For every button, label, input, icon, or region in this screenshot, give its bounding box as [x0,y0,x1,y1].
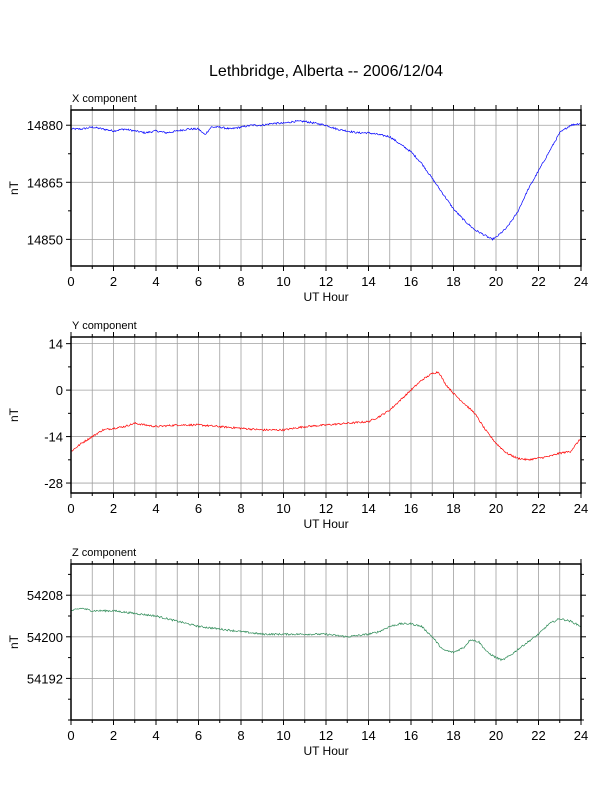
y-tick-label: 14865 [27,175,63,190]
y-tick-label: -28 [44,476,63,491]
plot-frame [70,109,582,267]
x-tick-label: 0 [67,501,74,516]
x-tick-label: 6 [195,728,202,743]
figure-title: Lethbridge, Alberta -- 2006/12/04 [209,63,443,80]
x-tick-label: 8 [237,274,244,289]
x-tick-label: 14 [361,501,375,516]
x-tick-label: 24 [574,274,588,289]
x-tick-label: 22 [531,274,545,289]
x-axis-label: UT Hour [303,744,348,758]
x-tick-label: 8 [237,501,244,516]
x-tick-label: 16 [404,274,418,289]
x-tick-label: 4 [152,501,159,516]
x-tick-label: 10 [276,274,290,289]
x-tick-label: 14 [361,728,375,743]
x-tick-label: 4 [152,274,159,289]
x-tick-label: 22 [531,501,545,516]
y-tick-label: 54200 [27,630,63,645]
x-tick-label: 16 [404,728,418,743]
x-tick-label: 18 [446,274,460,289]
y-axis-label: nT [7,180,21,195]
x-tick-label: 24 [574,501,588,516]
panel-title: Y component [72,320,137,332]
y-tick-label: 54192 [27,671,63,686]
y-tick-label: 14880 [27,118,63,133]
x-tick-label: 6 [195,501,202,516]
x-tick-label: 18 [446,501,460,516]
x-tick-label: 12 [319,501,333,516]
x-tick-label: 12 [319,274,333,289]
x-tick-label: 2 [110,274,117,289]
y-tick-label: 0 [56,383,63,398]
x-axis-label: UT Hour [303,517,348,531]
y-tick-label: 14850 [27,232,63,247]
x-tick-label: 2 [110,728,117,743]
x-tick-label: 8 [237,728,244,743]
x-tick-label: 20 [489,501,503,516]
x-axis-label: UT Hour [303,290,348,304]
y-tick-label: 14 [49,337,63,352]
x-tick-label: 0 [67,274,74,289]
x-tick-label: 2 [110,501,117,516]
y-axis-label: nT [7,407,21,422]
x-tick-label: 6 [195,274,202,289]
x-tick-label: 12 [319,728,333,743]
x-tick-label: 20 [489,274,503,289]
y-tick-label: -14 [44,430,63,445]
y-axis-label: nT [7,634,21,649]
x-tick-label: 20 [489,728,503,743]
series-line [70,607,582,662]
y-tick-label: 54208 [27,588,63,603]
panel-title: Z component [72,547,136,559]
series-line [70,120,582,241]
x-tick-label: 14 [361,274,375,289]
plot-frame [70,563,582,721]
x-tick-label: 0 [67,728,74,743]
x-tick-label: 22 [531,728,545,743]
series-line [70,371,582,462]
x-tick-label: 4 [152,728,159,743]
panel-title: X component [72,93,137,105]
plot-frame [70,336,582,494]
x-tick-label: 18 [446,728,460,743]
x-tick-label: 10 [276,501,290,516]
x-tick-label: 16 [404,501,418,516]
x-tick-label: 24 [574,728,588,743]
x-tick-label: 10 [276,728,290,743]
